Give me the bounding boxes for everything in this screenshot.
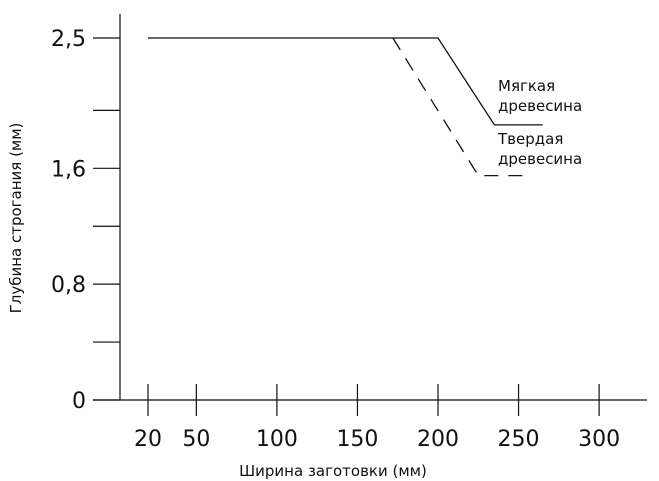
x-ticks: 20 50 100 150 200 250 300 xyxy=(134,384,620,452)
x-tick-label-6: 300 xyxy=(578,427,620,452)
y-tick-label-0: 0 xyxy=(72,389,86,414)
x-tick-label-5: 250 xyxy=(498,427,540,452)
series-line-1 xyxy=(392,37,527,177)
x-tick-label-2: 100 xyxy=(256,427,298,452)
axes xyxy=(93,14,647,401)
x-tick-label-4: 200 xyxy=(417,427,459,452)
y-tick-label-2: 0,8 xyxy=(51,273,86,298)
series-label-soft: Мягкая древесина xyxy=(498,77,582,115)
x-axis-title: Ширина заготовки (мм) xyxy=(239,462,427,480)
series-line-0 xyxy=(148,37,543,126)
y-tick-label-4: 1,6 xyxy=(51,157,86,182)
series-group xyxy=(148,37,543,177)
y-axis-title: Глубина строгания (мм) xyxy=(7,123,25,314)
x-tick-label-1: 50 xyxy=(182,427,210,452)
y-tick-label-6: 2,5 xyxy=(51,27,86,52)
series-label-hard: Твердая древесина xyxy=(497,130,582,168)
x-tick-label-3: 150 xyxy=(336,427,378,452)
x-tick-label-0: 20 xyxy=(134,427,162,452)
y-ticks: 0 0,8 1,6 2,5 xyxy=(51,27,120,414)
